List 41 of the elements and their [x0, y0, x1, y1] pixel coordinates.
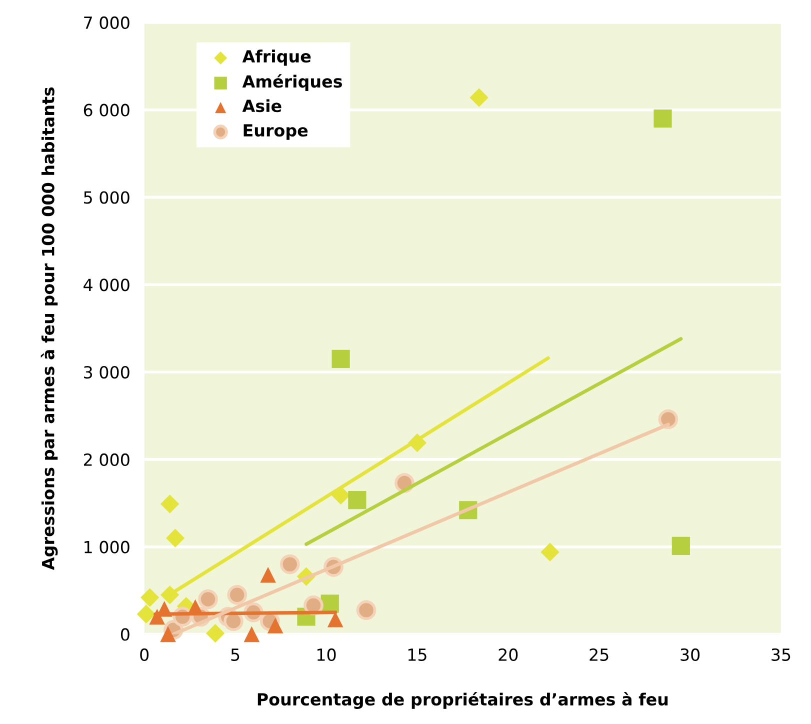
point	[166, 528, 185, 548]
x-axis-title: Pourcentage de propriétaires d’armes à feu	[258, 692, 668, 709]
point	[227, 585, 248, 605]
point	[260, 566, 276, 583]
x-tick-label: 35	[772, 648, 790, 662]
x-tick-label: 5	[231, 648, 240, 662]
point	[356, 600, 376, 620]
y-tick-label: 4 000	[84, 278, 130, 292]
legend-label: Asie	[242, 99, 282, 112]
x-tick-label: 15	[408, 648, 426, 662]
point	[160, 494, 180, 514]
x-tick-label: 10	[317, 648, 336, 662]
x-tick-label: 20	[498, 648, 518, 662]
point	[136, 604, 156, 624]
point	[654, 110, 672, 128]
x-tick-label: 25	[590, 648, 608, 662]
point	[332, 350, 350, 368]
y-axis-title: Agressions par armes à feu pour 100 000 habitants	[40, 87, 58, 570]
point	[206, 624, 225, 643]
y-tick-label: 1 000	[84, 540, 130, 554]
x-tick-label: 0	[140, 648, 149, 662]
legend-label: Amériques	[242, 74, 342, 91]
legend-label: Afrique	[242, 50, 311, 66]
point	[280, 554, 300, 574]
point	[672, 536, 690, 556]
y-tick-label: 5 000	[84, 191, 130, 204]
y-tick-label: 0	[120, 628, 130, 641]
x-tick-label: 30	[680, 648, 700, 662]
y-tick-label: 3 000	[84, 366, 130, 379]
point	[160, 586, 180, 604]
y-tick-label: 7 000	[84, 16, 130, 30]
point	[658, 409, 678, 430]
y-tick-label: 2 000	[84, 453, 130, 466]
point	[540, 542, 560, 562]
point	[140, 588, 160, 607]
point	[470, 88, 488, 107]
point	[348, 491, 366, 510]
point	[198, 589, 218, 610]
point	[244, 626, 260, 642]
legend-label: Europe	[244, 124, 308, 140]
y-tick-label: 6 000	[84, 104, 130, 116]
